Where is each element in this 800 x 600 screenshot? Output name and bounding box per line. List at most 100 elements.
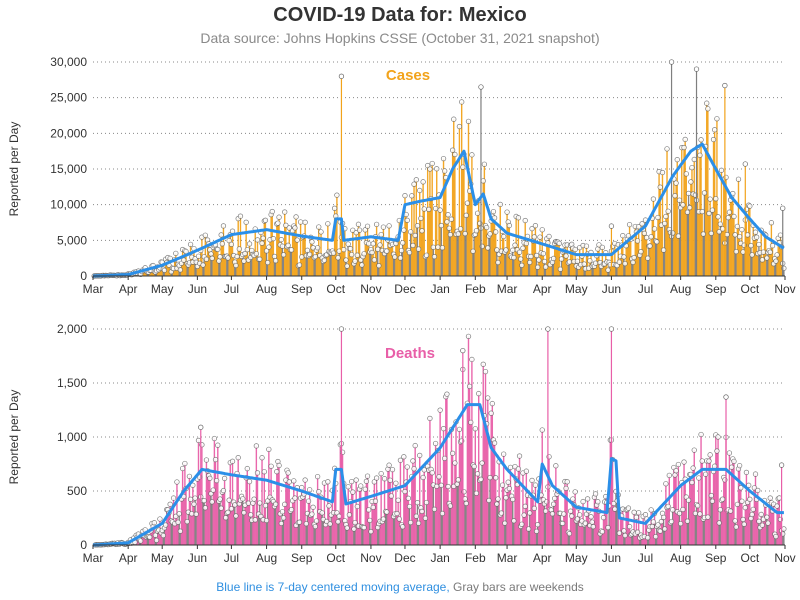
daily-point bbox=[193, 511, 199, 517]
daily-point bbox=[756, 518, 762, 524]
daily-point bbox=[767, 249, 773, 255]
daily-point bbox=[648, 507, 654, 513]
daily-point bbox=[471, 463, 477, 470]
daily-point bbox=[691, 156, 697, 163]
daily-point bbox=[427, 415, 433, 422]
daily-point bbox=[698, 431, 704, 438]
daily-point bbox=[673, 180, 679, 186]
daily-point bbox=[214, 477, 220, 484]
daily-point bbox=[539, 427, 545, 433]
daily-point bbox=[741, 521, 747, 527]
daily-point bbox=[237, 213, 244, 219]
daily-point bbox=[253, 443, 260, 449]
x-tick-label: Aug bbox=[256, 551, 277, 565]
spike-point bbox=[778, 462, 785, 468]
daily-point bbox=[176, 511, 182, 517]
daily-point bbox=[209, 255, 215, 261]
daily-point bbox=[362, 486, 368, 492]
daily-point bbox=[366, 507, 372, 513]
daily-point bbox=[654, 239, 660, 245]
daily-point bbox=[353, 477, 359, 483]
daily-point bbox=[664, 146, 670, 152]
daily-point bbox=[481, 161, 488, 167]
daily-point bbox=[411, 466, 417, 472]
x-tick-label: Sep bbox=[291, 282, 313, 296]
x-tick-label: Sep bbox=[291, 551, 313, 565]
daily-point bbox=[218, 232, 224, 238]
y-tick-label: 0 bbox=[80, 269, 87, 283]
daily-point bbox=[160, 532, 166, 539]
daily-point bbox=[463, 500, 469, 507]
daily-point bbox=[516, 453, 523, 459]
daily-point bbox=[625, 505, 632, 511]
daily-point bbox=[242, 250, 248, 257]
daily-point bbox=[326, 503, 332, 509]
daily-point bbox=[674, 157, 680, 163]
daily-point bbox=[752, 471, 759, 477]
daily-point bbox=[464, 200, 471, 206]
daily-point bbox=[734, 223, 741, 230]
y-tick-label: 30,000 bbox=[50, 55, 87, 69]
spike-point bbox=[608, 223, 615, 229]
daily-point bbox=[200, 262, 206, 268]
daily-point bbox=[736, 462, 743, 469]
daily-point bbox=[423, 252, 430, 258]
daily-point bbox=[254, 237, 261, 243]
x-tick-label: Mar bbox=[497, 551, 518, 565]
daily-point bbox=[251, 496, 257, 502]
daily-point bbox=[777, 232, 784, 238]
daily-point bbox=[217, 254, 223, 260]
daily-point bbox=[510, 247, 516, 253]
daily-point bbox=[195, 253, 202, 259]
daily-point bbox=[764, 255, 770, 261]
daily-point bbox=[680, 202, 686, 208]
daily-point bbox=[550, 501, 557, 507]
daily-point bbox=[581, 261, 587, 267]
daily-point bbox=[263, 517, 270, 524]
daily-point bbox=[402, 193, 408, 199]
daily-point bbox=[147, 534, 153, 540]
daily-point bbox=[276, 214, 282, 220]
x-tick-label: Aug bbox=[670, 551, 691, 565]
daily-point bbox=[749, 511, 755, 518]
daily-point bbox=[574, 258, 581, 264]
daily-point bbox=[616, 259, 623, 265]
daily-point bbox=[729, 464, 735, 470]
x-tick-label: Feb bbox=[465, 282, 486, 296]
daily-point bbox=[708, 230, 714, 236]
daily-point bbox=[486, 497, 492, 504]
daily-point bbox=[506, 485, 512, 492]
daily-point bbox=[532, 482, 539, 488]
daily-point bbox=[285, 242, 291, 248]
daily-point bbox=[460, 164, 466, 170]
daily-point bbox=[444, 219, 450, 225]
daily-point bbox=[288, 506, 295, 513]
daily-point bbox=[211, 435, 218, 442]
x-tick-label: Sep bbox=[705, 282, 727, 296]
y-tick-label: 15,000 bbox=[50, 162, 87, 176]
daily-point bbox=[314, 473, 321, 480]
daily-point bbox=[397, 255, 404, 261]
daily-point bbox=[487, 474, 493, 481]
daily-point bbox=[709, 207, 716, 213]
daily-point bbox=[564, 479, 570, 485]
daily-point bbox=[755, 487, 761, 494]
daily-point bbox=[541, 258, 548, 265]
x-tick-label: Jan bbox=[430, 551, 449, 565]
y-tick-label: 1,000 bbox=[57, 430, 87, 444]
daily-point bbox=[590, 524, 596, 530]
daily-point bbox=[742, 505, 748, 511]
daily-point bbox=[542, 508, 549, 514]
daily-point bbox=[691, 447, 697, 453]
daily-point bbox=[472, 426, 478, 432]
daily-point bbox=[236, 246, 242, 252]
daily-point bbox=[270, 235, 277, 242]
daily-point bbox=[473, 490, 480, 496]
daily-point bbox=[263, 248, 270, 254]
daily-point bbox=[531, 234, 537, 240]
daily-point bbox=[440, 426, 447, 432]
daily-point bbox=[373, 221, 380, 228]
daily-point bbox=[316, 224, 322, 230]
daily-point bbox=[651, 226, 658, 232]
daily-point bbox=[552, 495, 558, 502]
